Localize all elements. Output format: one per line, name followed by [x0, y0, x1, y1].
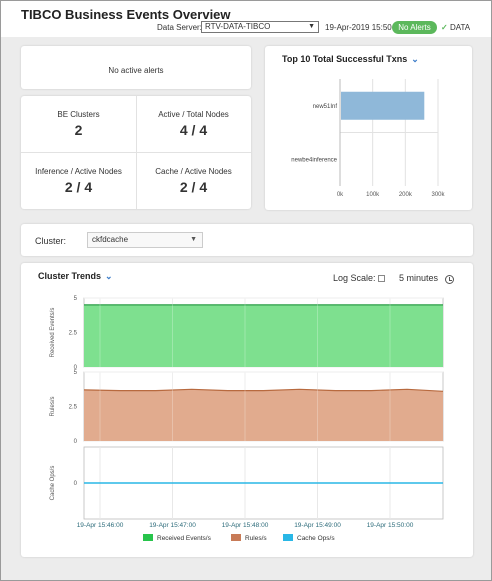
cluster-label: Cluster: — [35, 236, 67, 246]
x-tick-label: 300k — [431, 192, 445, 198]
metric-label: BE Clusters — [57, 110, 100, 119]
y-tick-label: 0 — [74, 439, 78, 445]
cluster-selector-panel: Cluster: ckfdcache ▼ — [21, 224, 473, 256]
data-server-select[interactable]: RTV-DATA-TIBCO ▼ — [201, 21, 319, 33]
check-icon: ✓ — [441, 23, 448, 32]
legend-swatch — [231, 534, 241, 541]
log-scale-label: Log Scale: — [333, 273, 376, 283]
series-area — [84, 304, 443, 367]
x-tick-label: 19-Apr 15:50:00 — [367, 522, 414, 529]
header: TIBCO Business Events Overview Data Serv… — [1, 1, 491, 37]
y-tick-label: 0 — [74, 365, 78, 371]
legend-swatch — [283, 534, 293, 541]
metric-value: 2 — [74, 122, 83, 138]
cluster-trends-chart: 0 2.5 5 Received Events/s 0 2.5 5 Rules/s 0 Cache… — [50, 296, 444, 542]
data-status: ✓ DATA — [441, 23, 470, 32]
series-area — [84, 389, 443, 441]
cluster-trends-panel: Cluster Trends ⌄ Log Scale: 5 minutes 0 2.… — [21, 263, 473, 557]
metric-label: Inference / Active Nodes — [35, 167, 122, 176]
x-tick-label: 19-Apr 15:49:00 — [294, 522, 341, 529]
series-line — [83, 388, 444, 392]
y-tick-label: 5 — [74, 296, 78, 302]
clock-icon[interactable] — [445, 275, 454, 284]
log-scale-control: Log Scale: — [333, 273, 385, 283]
y-tick-label: new51Inf — [313, 104, 338, 110]
metric-value: 2 / 4 — [179, 179, 208, 195]
cluster-select[interactable]: ckfdcache ▼ — [87, 232, 203, 248]
y-axis-label: Cache Ops/s — [50, 466, 56, 501]
legend-label: Cache Ops/s — [297, 535, 335, 542]
metrics-divider-horizontal — [21, 152, 251, 153]
y-axis-label: Rules/s — [50, 396, 56, 416]
metric-active-total-nodes[interactable]: Active / Total Nodes 4 / 4 — [136, 110, 251, 138]
no-alerts-message: No active alerts — [108, 66, 164, 75]
chevron-down-icon: ⌄ — [105, 271, 113, 281]
metric-value: 4 / 4 — [179, 122, 208, 138]
metric-cache-active-nodes[interactable]: Cache / Active Nodes 2 / 4 — [136, 167, 251, 195]
legend-label: Received Events/s — [157, 535, 212, 542]
x-tick-label: 19-Apr 15:47:00 — [149, 522, 196, 529]
metrics-panel: BE Clusters 2 Active / Total Nodes 4 / 4… — [21, 96, 251, 209]
time-range[interactable]: 5 minutes — [399, 273, 439, 283]
top-txns-title[interactable]: Top 10 Total Successful Txns ⌄ — [282, 54, 419, 65]
y-tick-label: 5 — [74, 370, 78, 376]
caret-down-icon: ▼ — [308, 23, 315, 30]
y-tick-label: 2.5 — [69, 331, 78, 337]
metric-label: Active / Total Nodes — [158, 110, 229, 119]
y-axis-label: Received Events/s — [50, 308, 56, 358]
metric-label: Cache / Active Nodes — [155, 167, 232, 176]
x-tick-label: 19-Apr 15:46:00 — [77, 522, 124, 529]
legend-swatch — [143, 534, 153, 541]
y-tick-label: newbe4inference — [291, 157, 337, 163]
bar — [341, 91, 425, 120]
metric-value: 2 / 4 — [64, 179, 93, 195]
chevron-down-icon: ⌄ — [411, 54, 419, 64]
cluster-trends-title-text: Cluster Trends — [38, 271, 102, 281]
page-title: TIBCO Business Events Overview — [21, 7, 231, 22]
y-tick-label: 0 — [74, 481, 78, 487]
legend-label: Rules/s — [245, 535, 267, 542]
x-tick-label: 19-Apr 15:48:00 — [222, 522, 269, 529]
data-server-value: RTV-DATA-TIBCO — [205, 22, 271, 31]
x-tick-label: 0k — [337, 192, 344, 198]
top-txns-title-text: Top 10 Total Successful Txns — [282, 54, 408, 64]
alerts-panel: No active alerts — [21, 46, 251, 89]
top-txns-chart: 0k 100k 200k 300k new51Inf newbe4inference — [291, 79, 446, 198]
metric-be-clusters[interactable]: BE Clusters 2 — [21, 110, 136, 138]
x-tick-label: 100k — [366, 192, 380, 198]
log-scale-checkbox[interactable] — [377, 275, 385, 283]
caret-down-icon: ▼ — [190, 236, 197, 243]
x-tick-label: 200k — [399, 192, 413, 198]
timestamp: 19-Apr-2019 15:50 — [325, 23, 392, 32]
alerts-badge[interactable]: No Alerts — [392, 21, 437, 34]
data-status-label: DATA — [449, 23, 471, 32]
cluster-trends-title[interactable]: Cluster Trends ⌄ — [38, 271, 113, 282]
top-txns-panel: Top 10 Total Successful Txns ⌄ 0k 100k 200k… — [265, 46, 472, 210]
metric-inference-active-nodes[interactable]: Inference / Active Nodes 2 / 4 — [21, 167, 136, 195]
cluster-select-value: ckfdcache — [92, 235, 129, 244]
y-tick-label: 2.5 — [69, 405, 78, 411]
data-server-label: Data Server: — [157, 23, 202, 32]
